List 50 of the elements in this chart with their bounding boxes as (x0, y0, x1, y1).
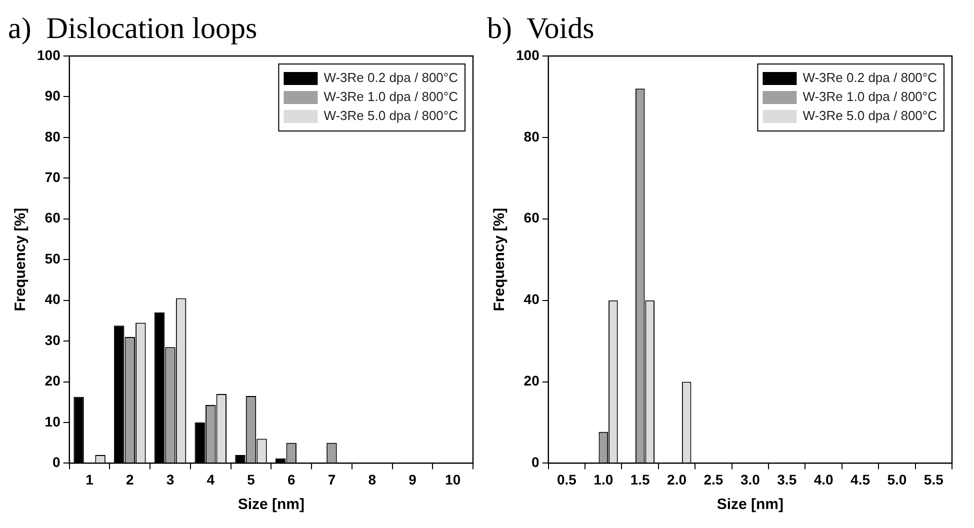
x-tick-label: 2.0 (667, 471, 687, 488)
x-tick-label: 4.0 (814, 471, 834, 488)
chart-title: b) Voids (487, 12, 594, 45)
x-tick-label: 3 (166, 471, 174, 488)
y-tick-label: 70 (44, 169, 61, 186)
y-axis-title: Frequency [%] (12, 208, 30, 312)
y-tick-label: 40 (44, 291, 61, 308)
x-tick-label: 7 (328, 471, 336, 488)
y-tick-label: 0 (532, 454, 540, 470)
y-tick-label: 100 (37, 46, 61, 63)
x-axis-title: Size [nm] (238, 496, 305, 514)
y-tick-label: 50 (44, 250, 61, 266)
legend-label: W-3Re 1.0 dpa / 800°C (324, 89, 458, 104)
x-tick-label: 1 (86, 471, 94, 488)
x-tick-label: 10 (445, 471, 461, 488)
y-tick-label: 90 (44, 88, 61, 104)
y-tick-label: 100 (516, 46, 540, 63)
legend-label: W-3Re 0.2 dpa / 800°C (324, 70, 458, 86)
x-tick-label: 2.5 (704, 471, 724, 488)
x-axis-title: Size [nm] (716, 496, 784, 514)
x-tick-label: 1.0 (594, 471, 614, 488)
y-tick-label: 40 (524, 291, 540, 308)
y-tick-label: 80 (44, 128, 61, 144)
x-tick-label: 1.5 (630, 471, 650, 488)
legend-label: W-3Re 0.2 dpa / 800°C (802, 70, 937, 86)
y-axis-title: Frequency [%] (491, 208, 508, 312)
legend-label: W-3Re 1.0 dpa / 800°C (802, 89, 937, 104)
x-tick-label: 9 (408, 471, 417, 488)
x-tick-label: 5 (247, 471, 256, 488)
legend-label: W-3Re 5.0 dpa / 800°C (802, 108, 937, 124)
x-tick-label: 5.0 (887, 471, 907, 488)
x-tick-label: 0.5 (556, 471, 577, 488)
y-tick-label: 80 (524, 128, 540, 144)
y-tick-label: 20 (44, 372, 61, 389)
x-tick-label: 2 (126, 471, 134, 488)
x-tick-label: 8 (368, 471, 376, 488)
y-tick-label: 10 (44, 413, 61, 430)
y-tick-label: 30 (44, 332, 61, 348)
x-tick-label: 4 (206, 471, 215, 488)
x-tick-label: 6 (287, 471, 296, 488)
x-tick-label: 3.0 (740, 471, 760, 488)
y-tick-label: 60 (524, 210, 540, 226)
x-tick-label: 5.5 (924, 471, 944, 488)
y-tick-label: 0 (52, 454, 61, 470)
legend-label: W-3Re 5.0 dpa / 800°C (324, 108, 458, 124)
y-tick-label: 20 (524, 372, 540, 389)
x-tick-label: 4.5 (850, 471, 870, 488)
x-tick-label: 3.5 (777, 471, 797, 488)
y-tick-label: 60 (44, 210, 61, 226)
chart-title: a) Dislocation loops (8, 12, 258, 45)
